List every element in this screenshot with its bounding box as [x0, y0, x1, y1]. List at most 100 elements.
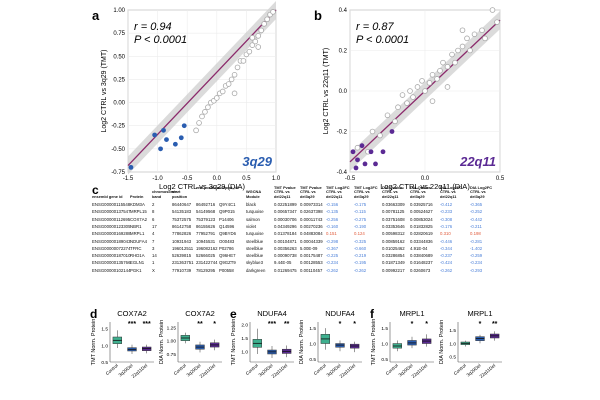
y-axis-label: DIA Norm. Protein: [159, 320, 165, 364]
x-tick-label: 22q11Del: [339, 363, 357, 379]
table-cell: -0.175: [354, 202, 367, 207]
data-point-grey: [225, 81, 232, 87]
table-row: ENSG00000169288 MRPL1 4 77862826 77952791 Q9B…: [92, 230, 528, 237]
y-tick-label: 1.5: [101, 327, 108, 333]
table-header-cell: start position: [172, 189, 188, 199]
table-cell: ENSG00000123305: [92, 223, 131, 229]
y-tick-label: 0.00: [113, 101, 125, 107]
significance-mark: *: [339, 321, 342, 328]
data-point-grey: [395, 104, 401, 110]
significance-mark: **: [492, 321, 498, 328]
x-tick-label: 22q11Del: [411, 363, 429, 379]
table-cell: NBR1: [130, 223, 142, 229]
x-tick-label: 1.0: [272, 176, 281, 182]
table-header-cell: DIA Qvalue CTRL vs del22q11: [382, 185, 403, 199]
y-tick-label: -0.2: [337, 130, 348, 136]
y-tick-label: 1.5: [449, 328, 456, 334]
table-header-cell: TMT Pvalue CTRL vs del3q29: [300, 185, 322, 199]
table-cell: -0.259: [470, 253, 483, 259]
y-tick-label: 0.0: [339, 89, 348, 95]
boxplot-title: COX7A2: [185, 309, 215, 318]
table-cell: 6: [152, 216, 155, 222]
y-tick-label: -0.50: [111, 147, 125, 153]
data-point-grey: [414, 84, 421, 90]
table-cell: 0.02251899: [274, 202, 297, 207]
x-tick-label: 22q11Del: [131, 363, 149, 379]
data-point-grey: [440, 59, 446, 66]
table-cell: steelblue: [246, 238, 264, 244]
cnv-tag: 3q29: [242, 154, 272, 169]
table-header-cell: WGCNA Module: [246, 189, 262, 199]
table-cell: 0.00044339: [300, 238, 323, 244]
table-cell: P14406: [219, 216, 234, 222]
table-header-cell: DIA Qvalue CTRL vs del3q29: [410, 185, 431, 199]
table-cell: 0.03353646: [382, 223, 405, 229]
table-cell: skyblue3: [246, 260, 263, 266]
table-cell: 0.00175487: [300, 253, 323, 259]
table-header-cell: ensembl gene id: [92, 193, 123, 199]
data-point-grey: [444, 63, 451, 70]
table-header-cell: DIA Log2FC CTRL vs del3q29: [470, 185, 493, 199]
significance-mark: *: [353, 321, 356, 328]
y-tick-label: 1.0: [101, 343, 108, 349]
y-axis-label: TMT Norm. Protein: [231, 319, 237, 366]
data-point-grey: [240, 58, 247, 64]
table-cell: 0.04883084: [300, 231, 323, 237]
table-row: ENSG00000112695 COX7A2 6 75372575 75379123 P1…: [92, 216, 528, 223]
y-axis-label: Log2 CTRL vs 22q11 (TMT): [323, 48, 330, 134]
y-axis-label: DIA Norm. Protein: [299, 320, 305, 364]
table-cell: turquoise: [246, 231, 264, 237]
x-axis-label: Log2 CTRL vs 3q29 (DIA): [159, 182, 246, 191]
table-cell: 52666025: [196, 253, 216, 259]
y-tick-label: 0.5: [309, 357, 316, 363]
table-cell: -0.424: [440, 260, 453, 266]
data-point-grey: [467, 47, 473, 54]
stat-r: r = 0.87: [356, 21, 394, 33]
data-point-grey: [471, 31, 478, 38]
boxplot-title: MRPL1: [467, 309, 492, 318]
significance-mark: *: [479, 321, 482, 328]
data-point-grey: [196, 120, 202, 126]
table-cell: -0.233: [440, 209, 453, 215]
table-header-cell: Protein: [130, 193, 144, 199]
data-point-grey: [437, 67, 443, 74]
data-point-grey: [407, 88, 413, 94]
table-cell: -0.252: [470, 209, 483, 215]
boxplot-title: MRPL1: [399, 309, 424, 318]
table-cell: -0.308: [440, 216, 453, 222]
table-cell: Q9GZT9: [219, 260, 236, 266]
data-point-grey: [410, 94, 416, 100]
x-tick-label: -0.5: [182, 176, 193, 182]
table-cell: 0.01269475: [274, 267, 297, 273]
y-tick-label: 0.75: [167, 352, 177, 358]
table-cell: -0.156: [326, 202, 339, 207]
table-cell: 0.01832825: [410, 223, 433, 229]
table-cell: Q14596: [219, 223, 235, 229]
data-point-grey: [479, 27, 485, 34]
data-point-highlight: [380, 149, 386, 155]
table-cell: ENSG00000187010: [92, 253, 131, 259]
y-axis-label: Log2 CTRL vs 3q29 (TMT): [101, 50, 108, 133]
data-point-grey: [399, 92, 406, 98]
table-cell: ENSG00000072274: [92, 245, 131, 251]
x-tick-label: -1.5: [123, 176, 134, 182]
table-cell: -0.256: [326, 216, 339, 222]
data-point-grey: [193, 127, 199, 134]
table-cell: 9.44E-05: [274, 260, 292, 266]
y-tick-label: 1.0: [449, 341, 456, 347]
data-point-grey: [252, 38, 259, 45]
significance-mark: *: [213, 321, 216, 328]
table-cell: 231422744: [196, 260, 218, 266]
table-cell: -0.275: [354, 216, 367, 222]
table-cell: 0.00110457: [300, 267, 323, 273]
table-cell: -0.660: [354, 245, 367, 251]
table-cell: -0.293: [470, 267, 483, 273]
table-cell: 0.03840689: [410, 253, 433, 259]
y-tick-label: 1.0: [309, 342, 316, 348]
x-tick-label: 0.0: [213, 176, 222, 182]
table-cell: COX7A2: [130, 216, 147, 222]
table-cell: 0.198: [470, 231, 481, 237]
table-header-cell: end position: [196, 185, 220, 190]
table-cell: 0.03925716: [410, 202, 433, 207]
y-tick-label: -0.4: [337, 170, 348, 176]
